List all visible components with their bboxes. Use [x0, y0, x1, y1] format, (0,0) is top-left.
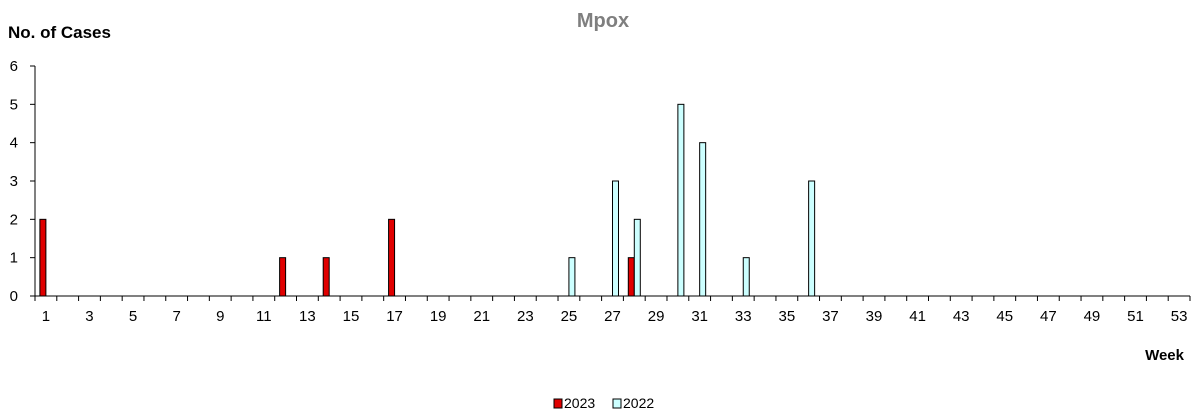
bar-2022-week-33	[742, 257, 750, 297]
x-tick-label: 29	[648, 308, 665, 325]
x-tick-label: 3	[85, 308, 93, 325]
x-tick-label: 33	[735, 308, 752, 325]
y-tick-label: 2	[10, 211, 18, 228]
x-tick-label: 1	[42, 308, 50, 325]
x-tick-label: 25	[561, 308, 578, 325]
x-tick-label: 47	[1040, 308, 1057, 325]
bar-2022-week-30	[677, 103, 685, 297]
bar-2023-week-1	[39, 218, 47, 297]
x-tick-label: 31	[691, 308, 708, 325]
legend-label-2022: 2022	[623, 395, 654, 411]
x-tick-label: 7	[172, 308, 180, 325]
bar-2023-week-12	[279, 257, 287, 297]
y-tick-label: 6	[10, 58, 18, 75]
x-tick-label: 13	[299, 308, 316, 325]
x-tick-label: 49	[1084, 308, 1101, 325]
y-tick-label: 1	[10, 250, 18, 267]
bar-2022-week-25	[568, 257, 576, 297]
x-tick-label: 45	[996, 308, 1013, 325]
x-tick-label: 23	[517, 308, 534, 325]
x-tick-label: 19	[430, 308, 447, 325]
x-tick-label: 17	[386, 308, 403, 325]
x-tick-label: 39	[866, 308, 883, 325]
y-tick-label: 0	[10, 288, 18, 305]
y-axis-label: No. of Cases	[8, 23, 111, 42]
y-tick-label: 5	[10, 96, 18, 113]
legend: 2023 2022	[553, 395, 654, 411]
legend-swatch-2022	[612, 398, 622, 409]
x-tick-label: 41	[909, 308, 926, 325]
x-tick-label: 53	[1171, 308, 1188, 325]
x-tick-label: 35	[778, 308, 795, 325]
x-tick-label: 37	[822, 308, 839, 325]
x-tick-label: 21	[473, 308, 490, 325]
legend-swatch-2023	[553, 398, 563, 409]
x-tick-label: 51	[1127, 308, 1144, 325]
x-tick-label: 9	[216, 308, 224, 325]
x-axis-label: Week	[1145, 347, 1185, 364]
x-tick-label: 15	[343, 308, 360, 325]
bar-2023-week-17	[388, 218, 396, 297]
chart-title: Mpox	[577, 10, 629, 32]
legend-label-2023: 2023	[564, 395, 595, 411]
y-tick-label: 3	[10, 173, 18, 190]
x-tick-label: 43	[953, 308, 970, 325]
bar-2022-week-27	[612, 180, 619, 297]
bar-2022-week-31	[699, 142, 707, 297]
x-tick-label: 27	[604, 308, 621, 325]
bar-2023-week-28	[627, 257, 635, 297]
bars	[39, 103, 816, 297]
x-tick-label: 5	[129, 308, 137, 325]
y-tick-label: 4	[10, 135, 18, 152]
x-tick-label: 11	[256, 308, 272, 325]
bar-2022-week-36	[808, 180, 816, 297]
bar-2022-week-28	[633, 218, 641, 297]
bar-2023-week-14	[322, 257, 330, 297]
